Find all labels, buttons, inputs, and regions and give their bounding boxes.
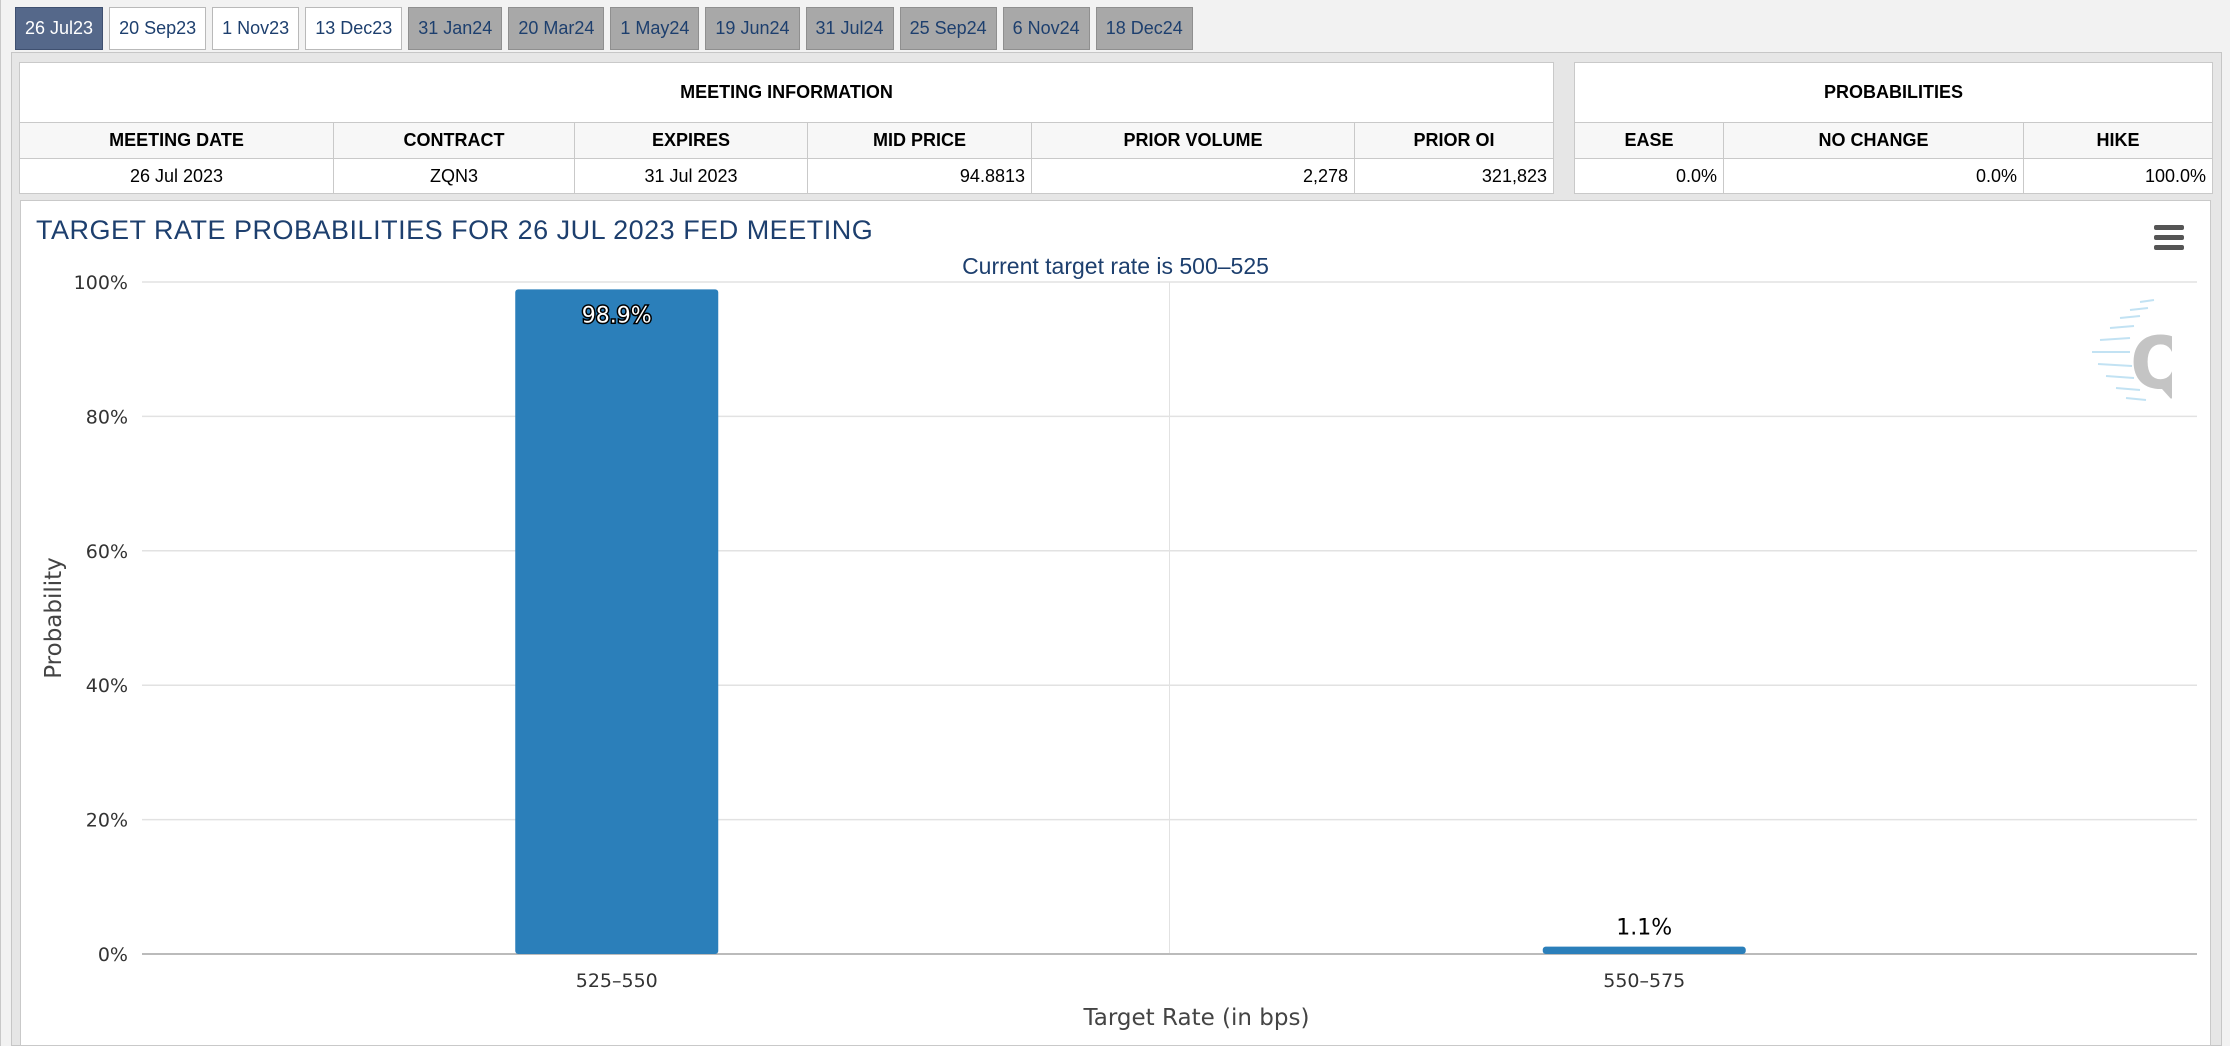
tab-13-dec23[interactable]: 13 Dec23: [305, 7, 403, 50]
y-tick-label: 100%: [74, 272, 128, 294]
value-meeting-date: 26 Jul 2023: [19, 158, 334, 194]
data-label: 1.1%: [1616, 916, 1672, 941]
chart-panel: 0% 20% 40% 60% 80% 100% 525–550 98.9% 550–575 1.1…: [20, 200, 2211, 1046]
tab-1-may24[interactable]: 1 May24: [610, 7, 700, 50]
y-tick-label: 20%: [86, 810, 128, 832]
tab-31-jul24[interactable]: 31 Jul24: [805, 7, 894, 50]
meeting-information-title: MEETING INFORMATION: [19, 62, 1554, 123]
header-ease: EASE: [1574, 122, 1724, 159]
bar-550–575: [1542, 946, 1746, 954]
value-mid-price: 94.8813: [807, 158, 1032, 194]
value-no-change: 0.0%: [1723, 158, 2024, 194]
header-contract: CONTRACT: [333, 122, 575, 159]
svg-text:Q: Q: [2130, 321, 2172, 405]
probability-chart: 0% 20% 40% 60% 80% 100% 525–550 98.9% 550–575 1.1…: [41, 272, 2197, 1031]
tab-6-nov24[interactable]: 6 Nov24: [1002, 7, 1090, 50]
y-tick-label: 0%: [98, 944, 128, 966]
header-no-change: NO CHANGE: [1723, 122, 2024, 159]
value-prior-oi: 321,823: [1354, 158, 1554, 194]
x-tick-label: 550–575: [1603, 970, 1685, 992]
data-label: 98.9%: [582, 303, 652, 328]
value-prior-volume: 2,278: [1031, 158, 1355, 194]
tab-25-sep24[interactable]: 25 Sep24: [899, 7, 997, 50]
header-prior-volume: PRIOR VOLUME: [1031, 122, 1355, 159]
x-axis-title: Target Rate (in bps): [1083, 1005, 1310, 1031]
value-ease: 0.0%: [1574, 158, 1724, 194]
tab-20-sep23[interactable]: 20 Sep23: [109, 7, 207, 50]
meeting-information-table: MEETING INFORMATION MEETING DATE CONTRAC…: [19, 62, 1554, 194]
y-axis-title: Probability: [41, 557, 67, 679]
value-contract: ZQN3: [333, 158, 575, 194]
tab-19-jun24[interactable]: 19 Jun24: [705, 7, 800, 50]
header-meeting-date: MEETING DATE: [19, 122, 334, 159]
value-expires: 31 Jul 2023: [574, 158, 808, 194]
chart-subtitle: Current target rate is 500–525: [962, 253, 1269, 279]
y-tick-label: 80%: [86, 406, 128, 428]
quikstrike-logo-icon: Q: [2092, 299, 2172, 405]
y-tick-label: 40%: [86, 675, 128, 697]
header-expires: EXPIRES: [574, 122, 808, 159]
tab-18-dec24[interactable]: 18 Dec24: [1095, 7, 1193, 50]
probabilities-table: PROBABILITIES EASE NO CHANGE HIKE 0.0% 0…: [1574, 62, 2213, 194]
y-tick-label: 60%: [86, 541, 128, 563]
chart-menu-icon[interactable]: [2154, 225, 2184, 251]
probabilities-title: PROBABILITIES: [1574, 62, 2213, 123]
tab-1-nov23[interactable]: 1 Nov23: [212, 7, 300, 50]
bar-525–550: [515, 289, 719, 955]
x-tick-label: 525–550: [576, 970, 658, 992]
tab-26-jul23[interactable]: 26 Jul23: [15, 7, 104, 50]
header-prior-oi: PRIOR OI: [1354, 122, 1554, 159]
meeting-tabs: 26 Jul23 20 Sep23 1 Nov23 13 Dec23 31 Jan24 2…: [15, 7, 1193, 50]
value-hike: 100.0%: [2023, 158, 2213, 194]
header-hike: HIKE: [2023, 122, 2213, 159]
tab-20-mar24[interactable]: 20 Mar24: [508, 7, 605, 50]
header-mid-price: MID PRICE: [807, 122, 1032, 159]
chart-title: TARGET RATE PROBABILITIES FOR 26 JUL 202…: [36, 215, 874, 245]
tab-31-jan24[interactable]: 31 Jan24: [408, 7, 503, 50]
